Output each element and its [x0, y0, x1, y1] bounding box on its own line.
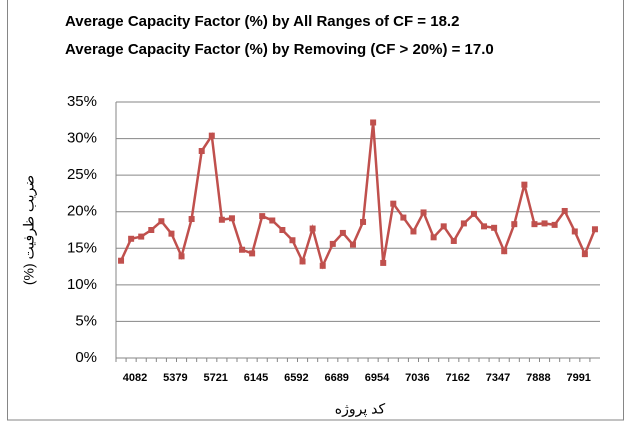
- x-tick-label: 6689: [324, 372, 348, 384]
- data-point: [571, 228, 578, 235]
- data-point: [380, 259, 387, 266]
- data-point: [511, 221, 518, 228]
- x-tick-label: 6145: [244, 372, 268, 384]
- y-tick-label: 5%: [75, 312, 97, 329]
- y-tick-label: 25%: [67, 166, 97, 183]
- data-point: [329, 240, 336, 247]
- data-point: [551, 221, 558, 228]
- y-tick-label: 30%: [67, 130, 97, 147]
- y-tick-label: 0%: [75, 349, 97, 366]
- data-point: [249, 250, 256, 257]
- x-tick-label: 7347: [486, 372, 510, 384]
- data-point: [279, 227, 286, 233]
- x-tick-label: 7162: [445, 372, 469, 384]
- data-point: [309, 225, 316, 232]
- data-point: [259, 213, 266, 220]
- data-point: [410, 228, 417, 235]
- chart-frame: [7, 0, 624, 421]
- y-tick-label: 10%: [67, 276, 97, 293]
- data-point: [390, 200, 397, 207]
- x-tick-label: 6954: [365, 372, 390, 384]
- data-point: [581, 251, 588, 258]
- data-point: [531, 221, 538, 228]
- data-point: [460, 220, 467, 227]
- data-point: [541, 220, 548, 227]
- data-point: [138, 233, 145, 240]
- x-tick-label: 5721: [203, 372, 227, 384]
- data-point: [591, 226, 598, 233]
- data-point: [360, 218, 367, 225]
- data-point: [218, 216, 225, 223]
- data-point: [289, 237, 296, 244]
- data-point: [128, 235, 135, 242]
- data-point: [349, 241, 356, 248]
- x-tick-label: 7888: [526, 372, 550, 384]
- x-tick-label: 7036: [405, 372, 429, 384]
- data-point: [299, 258, 306, 265]
- data-point: [491, 224, 498, 231]
- data-point: [239, 246, 246, 253]
- data-point: [400, 214, 407, 221]
- chart-subtitle: Average Capacity Factor (%) by Removing …: [65, 41, 494, 58]
- data-point: [208, 132, 215, 139]
- data-point: [481, 223, 488, 230]
- data-point: [370, 119, 377, 126]
- data-point: [168, 230, 175, 237]
- x-tick-label: 4082: [123, 372, 147, 384]
- chart-title: Average Capacity Factor (%) by All Range…: [65, 13, 459, 30]
- x-tick-label: 7991: [566, 372, 590, 384]
- y-tick-label: 20%: [67, 203, 97, 220]
- data-point: [430, 234, 437, 241]
- series-line: [119, 122, 597, 270]
- y-tick-label: 35%: [67, 93, 97, 110]
- data-point: [319, 262, 326, 269]
- data-point: [339, 229, 346, 236]
- data-point: [470, 210, 477, 217]
- data-point: [118, 257, 125, 264]
- data-point: [561, 207, 568, 214]
- data-point: [148, 227, 155, 233]
- data-point: [178, 253, 185, 260]
- data-point: [158, 218, 165, 225]
- data-point: [501, 248, 508, 255]
- data-point: [269, 217, 276, 224]
- x-axis-title: کد پروژه: [335, 401, 386, 418]
- data-point: [188, 216, 195, 223]
- x-tick-label: 5379: [163, 372, 187, 384]
- y-tick-label: 15%: [67, 239, 97, 256]
- data-point: [198, 148, 205, 155]
- data-point: [420, 209, 427, 216]
- data-point: [228, 215, 235, 222]
- y-axis-title: ضریب ظرفیت (%): [21, 175, 38, 285]
- data-point: [521, 181, 528, 188]
- x-tick-label: 6592: [284, 372, 308, 384]
- data-point: [440, 223, 447, 230]
- data-point: [450, 237, 457, 244]
